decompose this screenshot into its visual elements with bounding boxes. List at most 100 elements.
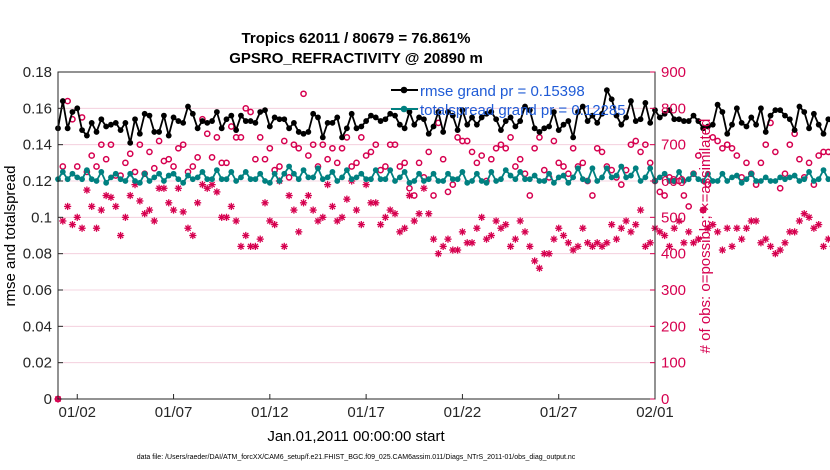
totalspread-point — [762, 174, 769, 181]
obs-possible-point — [406, 184, 413, 192]
totalspread-point — [271, 170, 278, 177]
obs-assimilated-point — [256, 235, 264, 243]
rmse-point — [700, 125, 707, 132]
totalspread-point — [483, 179, 490, 186]
obs-possible-point — [805, 159, 813, 167]
obs-assimilated-point — [675, 217, 683, 225]
obs-assimilated-point — [184, 224, 192, 232]
obs-possible-point — [656, 188, 664, 196]
rmse-point — [440, 129, 447, 135]
rmse-point — [522, 103, 528, 110]
totalspread-point — [165, 172, 172, 179]
rmse-point — [680, 118, 687, 124]
rmse-point — [815, 121, 822, 128]
totalspread-point — [522, 176, 528, 183]
totalspread-point — [758, 178, 764, 184]
rmse-point — [666, 107, 673, 114]
totalspread-point — [132, 178, 138, 184]
legend-rmse-marker — [400, 86, 408, 94]
rmse-point — [608, 96, 615, 103]
totalspread-point — [786, 174, 793, 181]
rmse-point — [623, 114, 630, 121]
axis-ticks: 0 0.02 0.04 0.06 0.08 0.1 0.12 0.14 0.16 0.18 0 100… — [23, 64, 686, 421]
obs-assimilated-point — [694, 235, 702, 243]
obs-possible-point — [824, 148, 830, 156]
obs-assimilated-point — [728, 242, 736, 250]
obs-assimilated-point — [497, 224, 505, 232]
obs-assimilated-point — [333, 217, 341, 225]
obs-possible-point — [762, 141, 770, 149]
rmse-point — [810, 110, 817, 117]
rmse-point — [319, 134, 326, 141]
obs-assimilated-point — [819, 242, 828, 250]
obs-possible-point — [473, 159, 481, 167]
totalspread-point — [339, 174, 345, 181]
obs-assimilated-point — [357, 221, 365, 229]
obs-possible-point — [170, 163, 177, 170]
totalspread-point — [618, 163, 625, 170]
rmse-point — [194, 125, 201, 132]
rmse-point — [584, 118, 591, 124]
rmse-point — [536, 129, 543, 135]
obs-assimilated-point — [478, 213, 486, 221]
rmse-point — [676, 116, 682, 123]
rmse-point — [281, 116, 288, 123]
data-file-footer: data file: /Users/raeder/DAI/ATM_forcXX/… — [137, 454, 576, 461]
obs-possible-point — [309, 141, 317, 149]
totalspread-point — [401, 169, 408, 175]
totalspread-point — [594, 178, 601, 184]
obs-possible-point — [555, 159, 563, 167]
rmse-point — [786, 116, 793, 123]
totalspread-point — [791, 172, 798, 179]
obs-possible-point — [723, 141, 731, 149]
rmse-point — [377, 118, 384, 124]
totalspread-point — [392, 178, 398, 184]
rmse-point — [156, 129, 163, 135]
obs-assimilated-point — [612, 235, 621, 243]
totalspread-point — [705, 170, 711, 177]
totalspread-point — [353, 174, 360, 181]
obs-assimilated-point — [429, 235, 438, 243]
obs-assimilated-point — [569, 246, 577, 254]
x-tick-label: 02/01 — [636, 404, 674, 421]
obs-assimilated-point — [685, 228, 693, 236]
rmse-point — [478, 114, 485, 121]
rmse-point — [796, 103, 803, 110]
rmse-point — [122, 119, 129, 126]
legend-spread-label: totalspread grand pr = 0.12285 — [420, 102, 626, 119]
obs-possible-point — [146, 148, 153, 156]
y-right-tick-label: 700 — [661, 137, 686, 154]
obs-assimilated-point — [545, 250, 553, 258]
obs-assimilated-point — [661, 231, 669, 240]
obs-assimilated-point — [559, 231, 568, 240]
totalspread-point — [628, 172, 634, 179]
obs-possible-point — [617, 181, 625, 188]
totalspread-point — [806, 169, 812, 175]
obs-possible-point — [396, 163, 404, 170]
obs-assimilated-point — [425, 210, 433, 218]
obs-assimilated-point — [795, 217, 804, 225]
obs-assimilated-point — [92, 224, 101, 232]
obs-assimilated-point — [68, 221, 77, 229]
rmse-point — [709, 121, 716, 128]
obs-assimilated-point — [367, 199, 375, 207]
obs-assimilated-point — [511, 235, 519, 243]
rmse-point — [555, 127, 562, 134]
rmse-point — [242, 118, 249, 124]
rmse-point — [291, 119, 297, 126]
rmse-point — [647, 119, 654, 126]
obs-assimilated-point — [458, 228, 467, 236]
rmse-point — [112, 119, 119, 126]
obs-assimilated-point — [588, 242, 597, 250]
obs-assimilated-point — [261, 199, 269, 207]
totalspread-point — [498, 176, 504, 183]
obs-possible-point — [781, 170, 789, 178]
obs-assimilated-point — [232, 217, 240, 225]
rmse-point — [98, 116, 105, 123]
totalspread-point — [435, 178, 442, 184]
obs-assimilated-point — [791, 228, 799, 236]
totalspread-point — [209, 176, 215, 183]
obs-assimilated-point — [352, 206, 361, 214]
obs-possible-point — [126, 150, 134, 158]
totalspread-point — [608, 174, 615, 181]
